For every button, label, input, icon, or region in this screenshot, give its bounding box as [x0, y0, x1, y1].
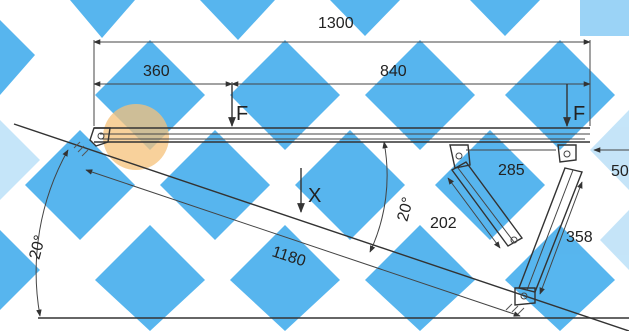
dim-angle-incline: 20°	[27, 234, 50, 262]
dim-offset-right: 50	[611, 163, 629, 180]
incline-line	[13, 123, 629, 331]
dim-right-span: 840	[380, 63, 407, 80]
dim-left-span: 360	[143, 63, 170, 80]
dim-angle-beam: 20°	[395, 196, 418, 224]
force-label-right: F	[573, 103, 585, 125]
dim-total-length: 1300	[318, 15, 354, 32]
dim-strut-short-span: 285	[498, 162, 525, 179]
axis-label-x: X	[308, 185, 321, 207]
left-pivot	[73, 127, 111, 157]
force-arrows	[228, 84, 571, 213]
dimension-lines	[35, 39, 629, 317]
dim-strut-short-length: 202	[430, 215, 457, 232]
dim-strut-long-length: 358	[566, 229, 593, 246]
force-label-left: F	[236, 103, 248, 125]
beam	[94, 127, 590, 143]
highlight-marker	[103, 104, 169, 170]
